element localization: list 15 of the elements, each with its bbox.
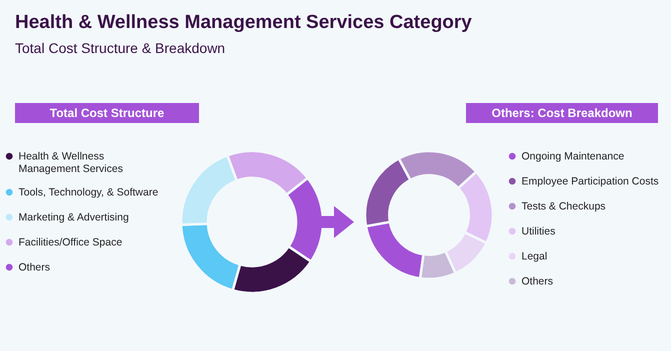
chart-subtitle: Total Cost Structure & Breakdown [15,40,226,56]
legend-label: Employee Participation Costs [522,175,659,188]
legend-label: Others [522,275,554,288]
legend-label: Tools, Technology, & Software [18,186,158,198]
legend-label: Legal [522,250,548,262]
legend-title: Others: Cost Breakdown [466,103,658,123]
legend-label: Ongoing Maintenance [522,150,624,162]
legend-label: Facilities/Office Space [18,236,122,248]
legend-label: Others [18,261,50,274]
chart-title: Health & Wellness Management Services Category [15,12,472,34]
legend-label: Health & Wellness Management Services [18,150,123,175]
legend-title: Total Cost Structure [15,103,199,123]
legend-label: Marketing & Advertising [18,211,129,224]
legend-label: Utilities [522,225,556,238]
legend-label: Tests & Checkups [522,200,606,212]
